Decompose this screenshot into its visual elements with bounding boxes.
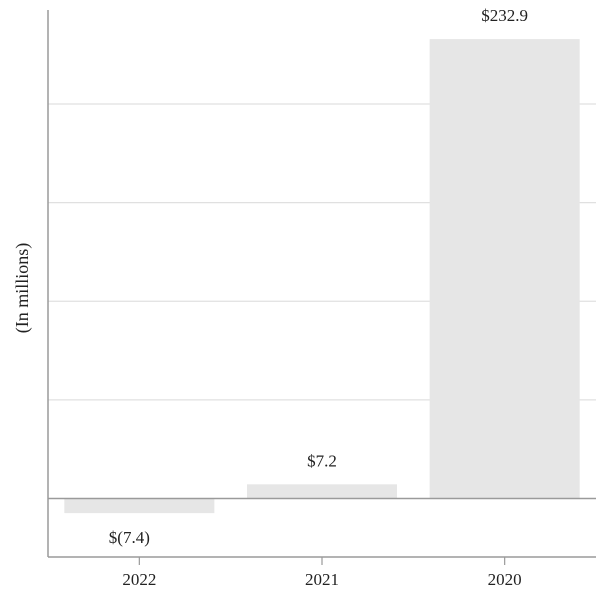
- data-labels: $(7.4) $7.2 $232.9: [109, 6, 528, 547]
- x-tick-label-2021: 2021: [305, 570, 339, 589]
- bar-2022: [64, 498, 215, 514]
- x-tick-label-2020: 2020: [488, 570, 522, 589]
- bar-2021: [247, 484, 397, 499]
- data-label-2021: $7.2: [307, 451, 337, 470]
- bars: [64, 39, 580, 514]
- data-label-2020: $232.9: [481, 6, 528, 25]
- data-label-2022: $(7.4): [109, 528, 150, 547]
- x-tick-label-2022: 2022: [122, 570, 156, 589]
- y-axis-title: (In millions): [12, 243, 33, 334]
- bar-2020: [429, 39, 580, 499]
- x-axis-ticks: 2022 2021 2020: [122, 557, 522, 589]
